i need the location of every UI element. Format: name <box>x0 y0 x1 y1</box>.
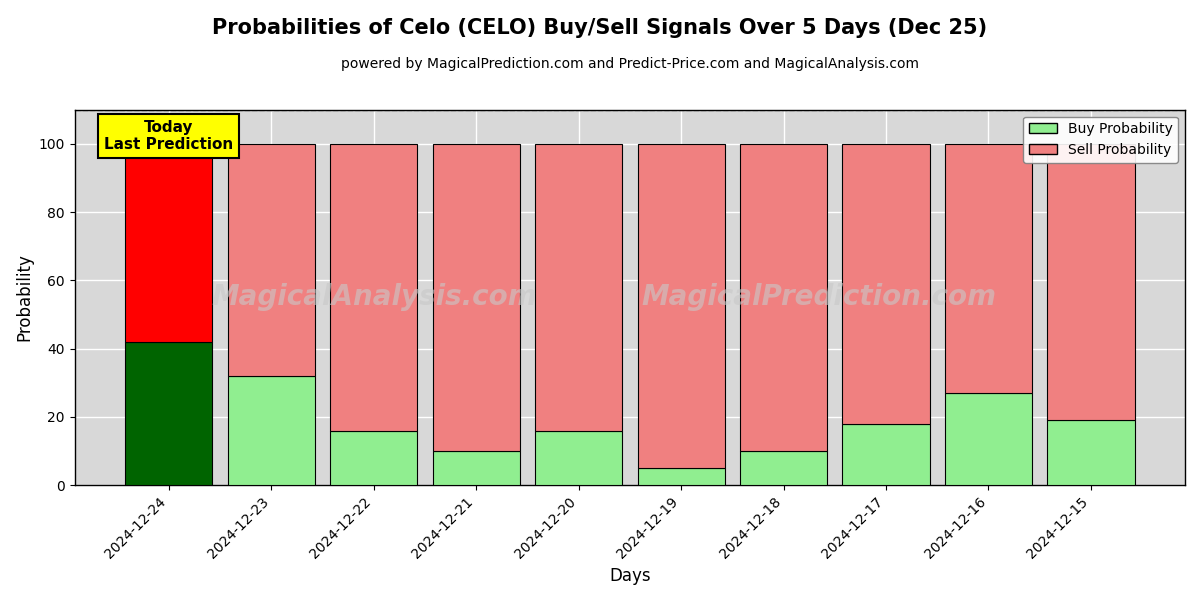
Bar <box>1048 144 1134 421</box>
Bar <box>125 144 212 342</box>
Bar <box>740 144 827 451</box>
Legend: Buy Probability, Sell Probability: Buy Probability, Sell Probability <box>1024 116 1178 163</box>
Bar <box>228 144 314 376</box>
Bar <box>535 144 622 431</box>
Bar <box>842 144 930 424</box>
Y-axis label: Probability: Probability <box>16 253 34 341</box>
Title: powered by MagicalPrediction.com and Predict-Price.com and MagicalAnalysis.com: powered by MagicalPrediction.com and Pre… <box>341 57 919 71</box>
X-axis label: Days: Days <box>610 567 650 585</box>
Bar <box>1048 421 1134 485</box>
Bar <box>125 342 212 485</box>
Bar <box>842 424 930 485</box>
Text: Today
Last Prediction: Today Last Prediction <box>104 120 233 152</box>
Bar <box>330 431 418 485</box>
Bar <box>432 144 520 451</box>
Bar <box>637 144 725 468</box>
Text: Probabilities of Celo (CELO) Buy/Sell Signals Over 5 Days (Dec 25): Probabilities of Celo (CELO) Buy/Sell Si… <box>212 18 988 38</box>
Text: MagicalAnalysis.com: MagicalAnalysis.com <box>211 283 538 311</box>
Bar <box>432 451 520 485</box>
Bar <box>637 468 725 485</box>
Bar <box>535 431 622 485</box>
Text: MagicalPrediction.com: MagicalPrediction.com <box>641 283 996 311</box>
Bar <box>330 144 418 431</box>
Bar <box>944 393 1032 485</box>
Bar <box>228 376 314 485</box>
Bar <box>740 451 827 485</box>
Bar <box>944 144 1032 393</box>
